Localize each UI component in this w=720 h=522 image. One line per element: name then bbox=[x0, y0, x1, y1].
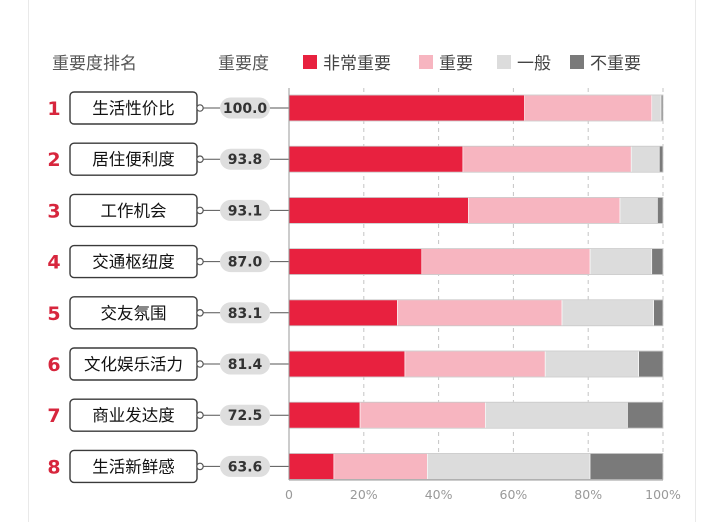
rank-number: 5 bbox=[47, 303, 60, 325]
connector-dot bbox=[196, 206, 204, 215]
score-pill bbox=[220, 404, 270, 426]
connector-dot bbox=[196, 104, 204, 112]
legend-label-1: 非常重要 bbox=[323, 54, 391, 74]
bar-segment-4 bbox=[627, 401, 664, 429]
score-header: 重要度 bbox=[218, 54, 269, 74]
score-pill bbox=[220, 148, 270, 170]
score-value: 63.6 bbox=[228, 459, 263, 475]
x-tick-label: 60% bbox=[500, 487, 528, 502]
bar-segment-3 bbox=[630, 145, 660, 173]
rank-number: 1 bbox=[47, 98, 60, 120]
bar-segment-4 bbox=[653, 299, 664, 327]
bar-segment-2 bbox=[468, 197, 621, 224]
score-value: 93.8 bbox=[228, 152, 263, 168]
bar-segment-1 bbox=[288, 299, 398, 327]
rank-number: 6 bbox=[47, 354, 60, 376]
category-label: 交通枢纽度 bbox=[92, 253, 175, 272]
bar-segment-1 bbox=[288, 94, 525, 122]
bar-segment-3 bbox=[485, 401, 628, 429]
legend-swatch-4 bbox=[570, 55, 584, 69]
score-value: 87.0 bbox=[228, 255, 263, 271]
bar-segment-1 bbox=[288, 401, 361, 429]
bar-segment-2 bbox=[404, 350, 546, 378]
rank-number: 2 bbox=[47, 149, 60, 171]
bar-segment-1 bbox=[288, 350, 406, 378]
category-label: 居住便利度 bbox=[92, 150, 175, 169]
score-value: 93.1 bbox=[228, 203, 263, 219]
bar-segment-2 bbox=[397, 299, 563, 327]
category-label: 工作机会 bbox=[101, 201, 167, 220]
legend-label-3: 一般 bbox=[517, 54, 551, 74]
bar-segment-3 bbox=[427, 453, 591, 480]
x-tick-label: 0 bbox=[285, 487, 293, 502]
legend-swatch-1 bbox=[303, 55, 317, 69]
rank-number: 8 bbox=[47, 456, 60, 478]
score-value: 83.1 bbox=[228, 306, 263, 322]
score-pill bbox=[220, 455, 270, 477]
score-pill bbox=[220, 353, 270, 375]
bar-segment-3 bbox=[544, 350, 639, 378]
connector-dot bbox=[196, 155, 204, 164]
bar-segment-4 bbox=[589, 453, 664, 480]
connector-dot bbox=[196, 360, 204, 368]
legend-label-2: 重要 bbox=[439, 54, 473, 74]
connector-dot bbox=[196, 462, 204, 471]
score-value: 72.5 bbox=[228, 408, 263, 424]
connector-dot bbox=[196, 308, 204, 317]
score-pill bbox=[220, 302, 270, 324]
x-tick-label: 100% bbox=[645, 487, 681, 502]
x-tick-label: 80% bbox=[574, 487, 602, 502]
bar-segment-3 bbox=[561, 299, 654, 327]
rank-number: 4 bbox=[47, 252, 60, 274]
bar-segment-2 bbox=[333, 453, 428, 480]
bar-segment-1 bbox=[288, 248, 423, 275]
bar-segment-4 bbox=[651, 248, 664, 275]
category-label: 商业发达度 bbox=[92, 406, 175, 425]
connector-dot bbox=[196, 411, 204, 420]
category-label: 生活性价比 bbox=[92, 99, 175, 118]
bar-segment-1 bbox=[288, 453, 335, 480]
bar-segment-2 bbox=[359, 401, 486, 429]
bar-segment-1 bbox=[288, 145, 464, 173]
score-pill bbox=[220, 251, 270, 273]
legend-swatch-2 bbox=[419, 55, 433, 69]
bar-segment-4 bbox=[658, 145, 664, 173]
category-label: 生活新鲜感 bbox=[92, 457, 175, 476]
score-pill bbox=[220, 199, 270, 221]
bar-segment-1 bbox=[288, 197, 469, 224]
score-value: 81.4 bbox=[228, 357, 263, 373]
legend-label-4: 不重要 bbox=[590, 54, 641, 74]
category-label: 交友氛围 bbox=[101, 304, 167, 323]
score-value: 100.0 bbox=[223, 101, 268, 117]
rank-number: 7 bbox=[47, 405, 60, 427]
bar-segment-2 bbox=[462, 145, 632, 173]
score-pill bbox=[220, 97, 270, 119]
bar-segment-2 bbox=[524, 94, 653, 122]
category-label: 文化娱乐活力 bbox=[84, 355, 183, 374]
bar-segment-2 bbox=[421, 248, 591, 275]
bar-segment-3 bbox=[619, 197, 658, 224]
x-tick-label: 20% bbox=[350, 487, 378, 502]
bar-segment-4 bbox=[657, 197, 664, 224]
rank-number: 3 bbox=[47, 200, 60, 222]
connector-dot bbox=[196, 257, 204, 266]
bar-segment-4 bbox=[638, 350, 664, 378]
rank-header: 重要度排名 bbox=[52, 54, 137, 74]
legend-swatch-3 bbox=[497, 55, 511, 69]
x-tick-label: 40% bbox=[425, 487, 453, 502]
bar-segment-3 bbox=[651, 94, 662, 122]
bar-segment-3 bbox=[589, 248, 653, 275]
